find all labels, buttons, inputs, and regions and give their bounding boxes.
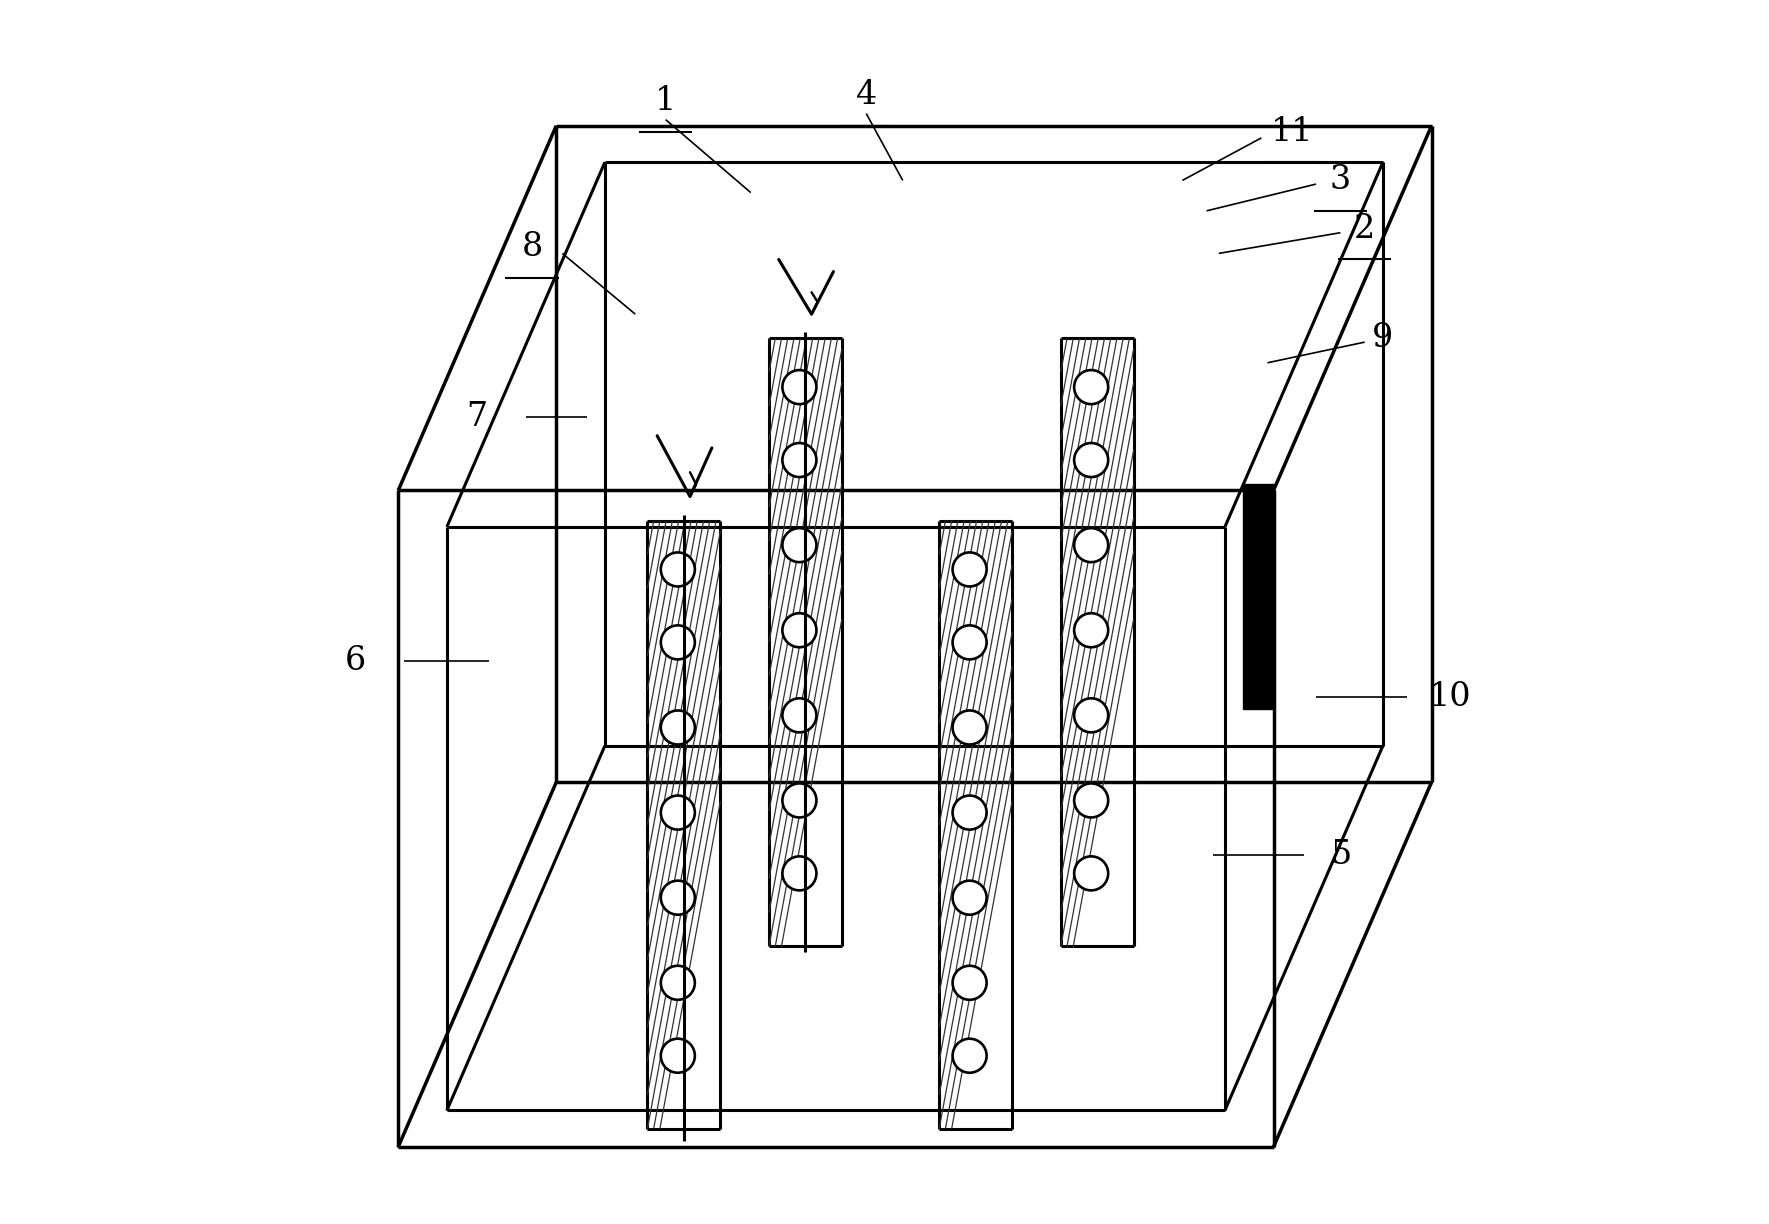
- Text: 9: 9: [1373, 322, 1394, 355]
- Circle shape: [952, 796, 987, 830]
- Circle shape: [782, 783, 817, 818]
- Text: 10: 10: [1429, 681, 1472, 714]
- Circle shape: [952, 1039, 987, 1072]
- Circle shape: [662, 966, 695, 1000]
- Circle shape: [952, 625, 987, 660]
- Circle shape: [662, 1039, 695, 1072]
- Circle shape: [782, 613, 817, 647]
- Circle shape: [662, 625, 695, 660]
- Circle shape: [662, 552, 695, 586]
- Text: 7: 7: [467, 401, 488, 433]
- Text: 8: 8: [522, 231, 543, 263]
- Circle shape: [782, 857, 817, 890]
- Circle shape: [662, 710, 695, 744]
- Circle shape: [662, 796, 695, 830]
- Circle shape: [952, 966, 987, 1000]
- Text: 4: 4: [856, 80, 877, 111]
- Circle shape: [782, 528, 817, 562]
- Text: 1: 1: [655, 86, 676, 118]
- Circle shape: [1074, 699, 1107, 732]
- Circle shape: [782, 370, 817, 404]
- Text: 3: 3: [1330, 164, 1352, 196]
- Circle shape: [1074, 613, 1107, 647]
- Circle shape: [782, 443, 817, 477]
- Circle shape: [952, 880, 987, 914]
- Text: 6: 6: [345, 645, 366, 677]
- Circle shape: [1074, 528, 1107, 562]
- Circle shape: [1074, 443, 1107, 477]
- Text: 11: 11: [1270, 116, 1313, 148]
- Circle shape: [782, 699, 817, 732]
- Circle shape: [952, 552, 987, 586]
- Circle shape: [662, 880, 695, 914]
- Text: 5: 5: [1330, 840, 1352, 871]
- Circle shape: [1074, 370, 1107, 404]
- Circle shape: [952, 710, 987, 744]
- Circle shape: [1074, 783, 1107, 818]
- Text: 2: 2: [1353, 213, 1375, 245]
- Bar: [1244, 485, 1274, 709]
- Circle shape: [1074, 857, 1107, 890]
